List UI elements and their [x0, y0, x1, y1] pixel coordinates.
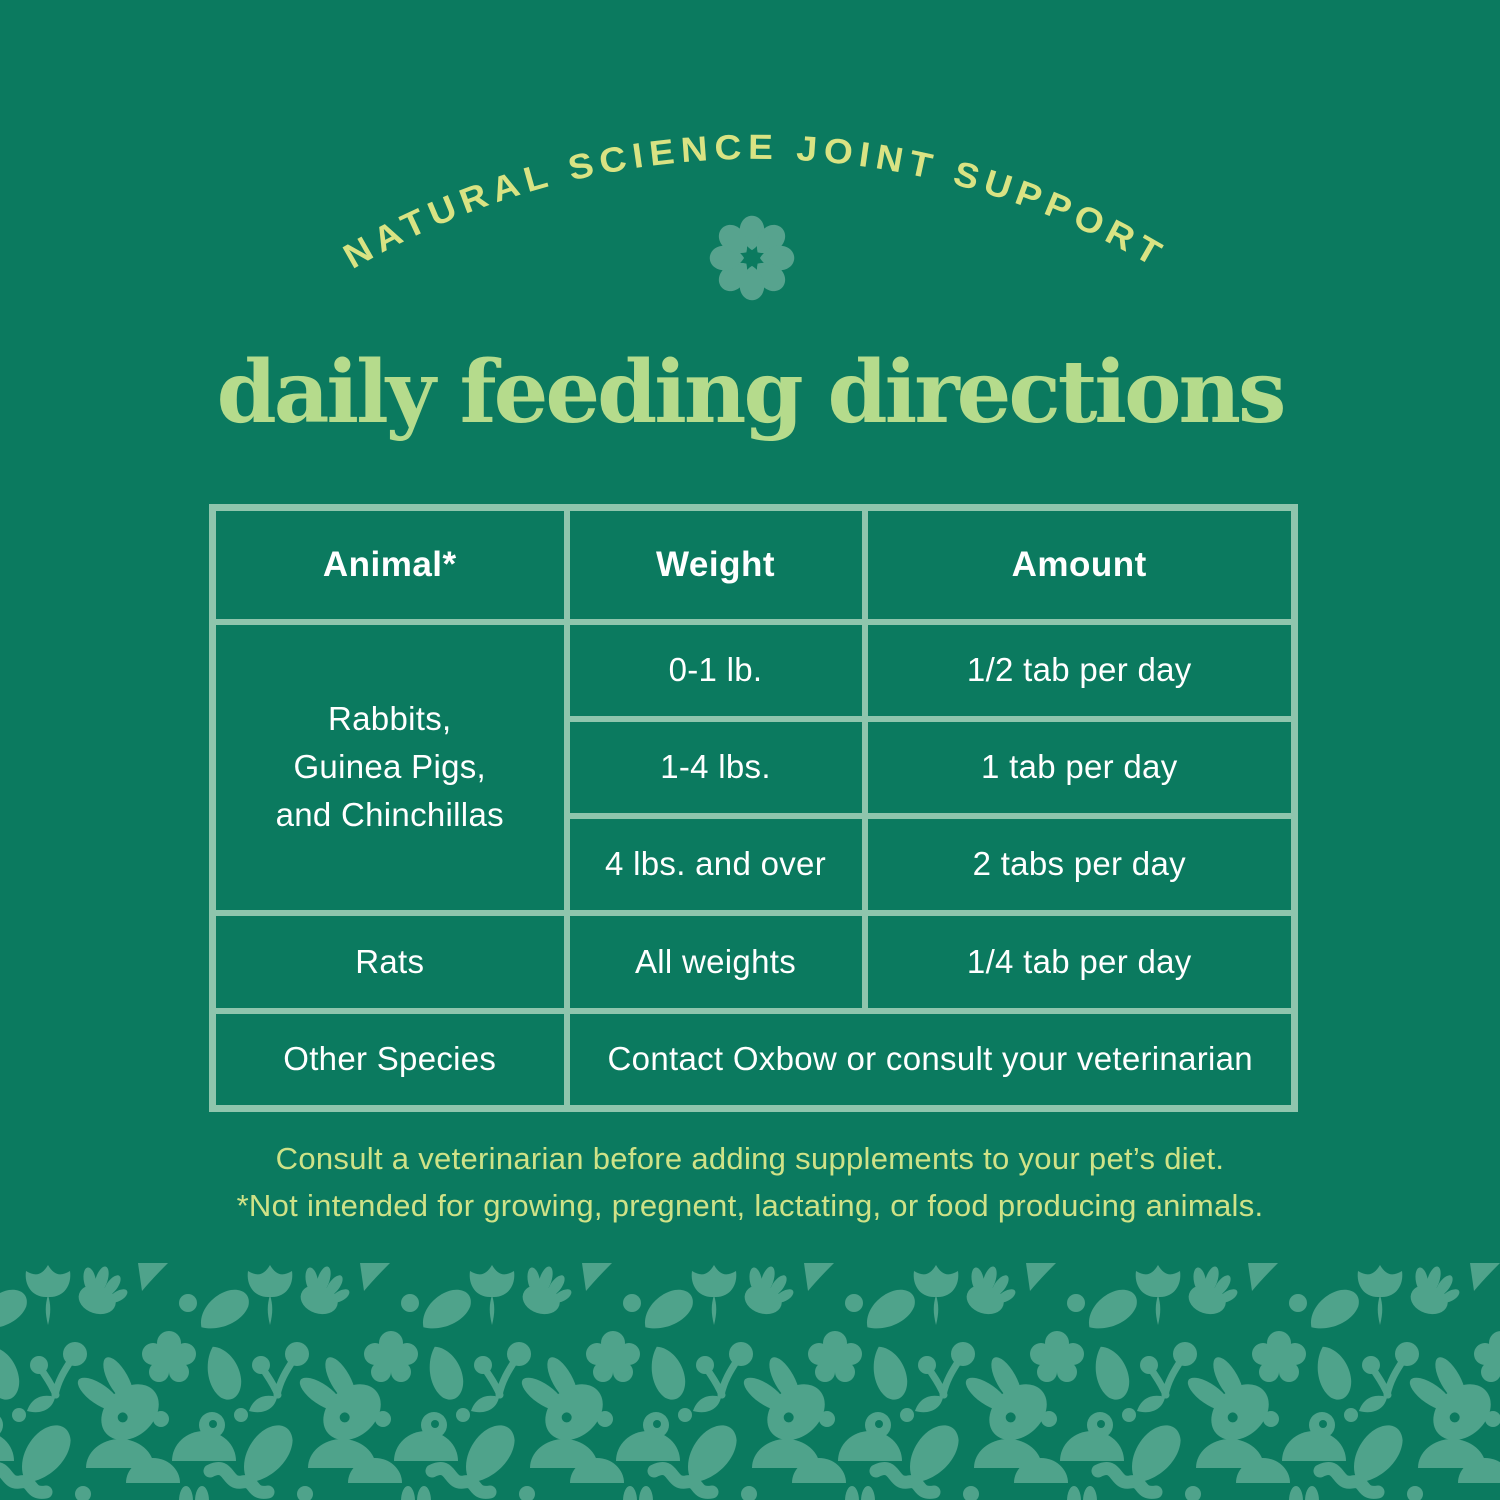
cell-weight-0-1: 0-1 lb.	[563, 618, 868, 722]
table-header-row: Animal* Weight Amount	[209, 504, 1298, 625]
arc-title-svg: NATURAL SCIENCE JOINT SUPPORT	[337, 128, 1167, 277]
page-title: daily feeding directions	[216, 342, 1287, 443]
cell-other-note: Contact Oxbow or consult your veterinari…	[563, 1007, 1298, 1112]
cell-amount-rats: 1/4 tab per day	[861, 909, 1298, 1014]
table-row: Rats All weights 1/4 tab per day	[209, 909, 1298, 1014]
flower-icon	[709, 215, 795, 301]
table-row: Other Species Contact Oxbow or consult y…	[209, 1007, 1298, 1112]
cell-amount-half-tab: 1/2 tab per day	[861, 618, 1298, 722]
column-header-amount: Amount	[861, 504, 1298, 625]
table-row: 1-4 lbs. 1 tab per day	[213, 715, 1298, 819]
column-header-weight: Weight	[563, 504, 868, 625]
footnote: Consult a veterinarian before adding sup…	[0, 1136, 1500, 1229]
cell-animal-rats: Rats	[209, 909, 570, 1014]
cell-weight-4-over: 4 lbs. and over	[563, 812, 868, 916]
table-row: Rabbits, Guinea Pigs, and Chinchillas 0-…	[209, 618, 1298, 916]
feeding-table: Animal* Weight Amount Rabbits, Guinea Pi…	[209, 504, 1298, 1112]
cell-weight-rats: All weights	[563, 909, 868, 1014]
pattern-band	[0, 1263, 1500, 1500]
cell-amount-two-tabs: 2 tabs per day	[861, 812, 1298, 916]
footnote-line-2: *Not intended for growing, pregnent, lac…	[236, 1187, 1264, 1223]
cell-weight-1-4: 1-4 lbs.	[563, 715, 868, 819]
cell-animal-other: Other Species	[209, 1007, 570, 1112]
cell-amount-one-tab: 1 tab per day	[861, 715, 1298, 819]
footnote-line-1: Consult a veterinarian before adding sup…	[275, 1141, 1225, 1176]
column-header-animal: Animal*	[209, 504, 570, 625]
table-row: 4 lbs. and over 2 tabs per day	[213, 812, 1298, 916]
cell-animal-rodents: Rabbits, Guinea Pigs, and Chinchillas	[209, 618, 570, 916]
